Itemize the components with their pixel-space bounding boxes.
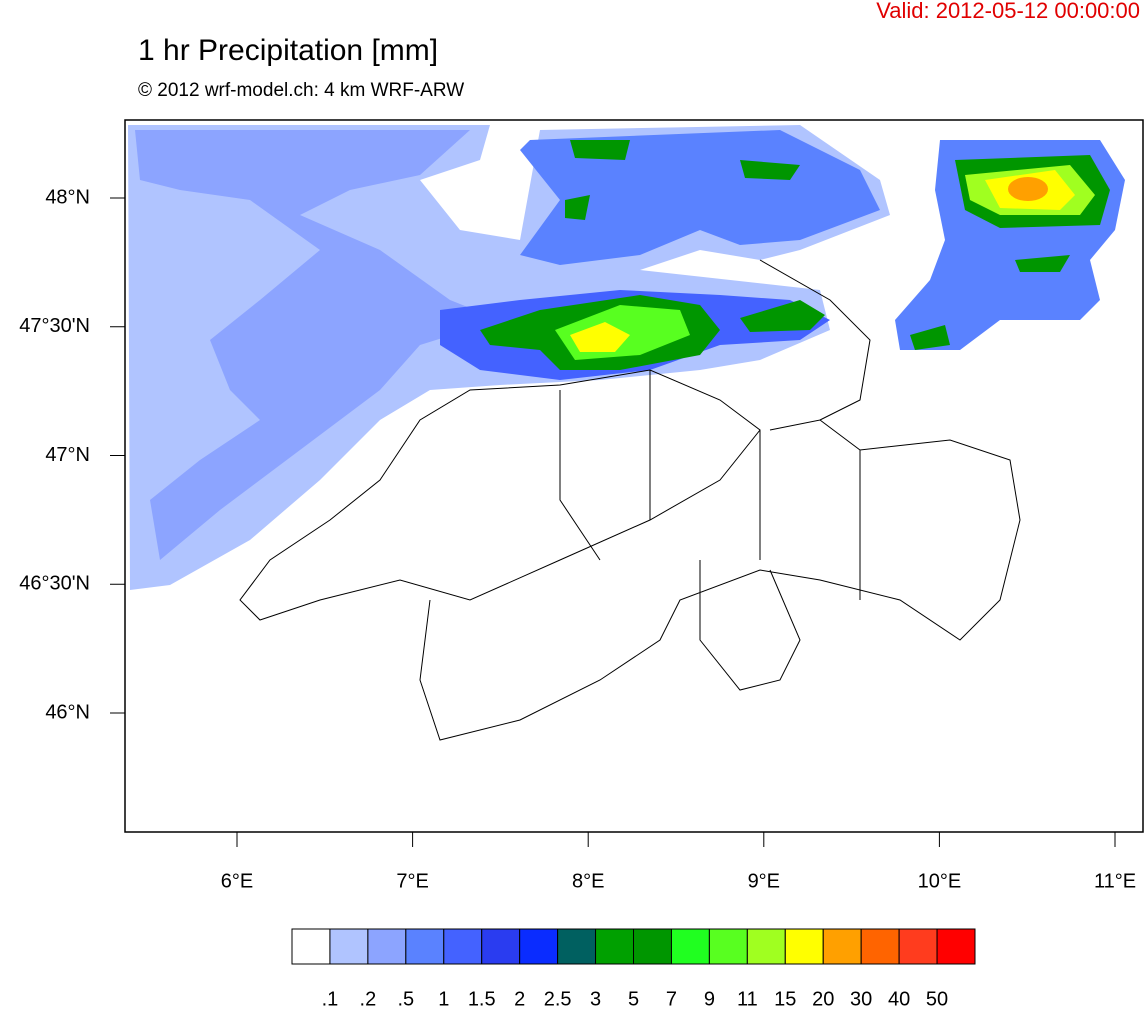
colorbar-label: 3: [590, 988, 601, 1010]
lon-label: 6°E: [221, 870, 253, 892]
colorbar-label: 20: [812, 988, 834, 1010]
precip-light2: [135, 130, 500, 560]
lon-label: 7°E: [396, 870, 428, 892]
lon-label: 10°E: [918, 870, 962, 892]
colorbar-box: [746, 928, 786, 965]
colorbar-box: [405, 928, 445, 965]
colorbar-label: .2: [360, 988, 377, 1010]
map-title: 1 hr Precipitation [mm]: [138, 34, 438, 67]
colorbar-label: 40: [888, 988, 910, 1010]
lon-label: 11°E: [1094, 870, 1136, 892]
precip-yellow: [570, 322, 630, 352]
precip-field: [128, 125, 1125, 741]
colorbar-box: [633, 928, 672, 965]
colorbar-box: [519, 928, 559, 965]
map-frame: [124, 119, 1144, 833]
colorbar: .1 .2 .5 1 1.5 2 2.5 3 5 7 9 11 15 20 30 40 50: [291, 928, 976, 1010]
colorbar-label: 5: [628, 988, 639, 1010]
colorbar-box: [367, 928, 407, 965]
colorbar-box: [898, 928, 938, 965]
colorbar-box: [329, 928, 369, 965]
colorbar-box: [784, 928, 824, 965]
lat-label: 46°30'N: [19, 573, 90, 595]
colorbar-label: 1.5: [468, 988, 496, 1010]
colorbar-label: 2: [514, 988, 525, 1010]
precip-green2: [740, 300, 825, 332]
precip-mid2: [520, 130, 880, 265]
lat-label: 48°N: [45, 186, 90, 208]
colorbar-box: [822, 928, 862, 965]
lat-label: 47°30'N: [19, 315, 90, 337]
map-subtitle: © 2012 wrf-model.ch: 4 km WRF-ARW: [138, 80, 464, 101]
colorbar-box: [860, 928, 900, 965]
colorbar-box: [291, 928, 331, 965]
colorbar-label: 1: [438, 988, 449, 1010]
colorbar-label: 30: [850, 988, 872, 1010]
colorbar-box: [708, 928, 748, 965]
colorbar-label: 11: [737, 988, 758, 1010]
lat-label: 47°N: [45, 444, 90, 466]
colorbar-box: [670, 928, 710, 965]
colorbar-label: 9: [704, 988, 715, 1010]
lon-label: 9°E: [748, 870, 780, 892]
colorbar-box: [557, 928, 597, 965]
colorbar-label: .1: [322, 988, 339, 1010]
colorbar-box: [936, 928, 976, 965]
valid-time: Valid: 2012-05-12 00:00:00: [876, 0, 1140, 23]
lon-label: 8°E: [572, 870, 604, 892]
lat-label: 46°N: [45, 701, 90, 723]
colorbar-box: [595, 928, 634, 965]
colorbar-label: 2.5: [544, 988, 572, 1010]
colorbar-label: .5: [397, 988, 414, 1010]
colorbar-label: 15: [774, 988, 796, 1010]
borders: [239, 259, 1021, 741]
colorbar-box: [443, 928, 483, 965]
axes: 48°N 47°30'N 47°N 46°30'N 46°N 6°E 7°E 8°E 9°E 10…: [19, 186, 1136, 892]
precip-east-orange: [1008, 177, 1048, 201]
colorbar-box: [481, 928, 521, 965]
colorbar-label: 7: [666, 988, 677, 1010]
colorbar-label: 50: [926, 988, 948, 1010]
